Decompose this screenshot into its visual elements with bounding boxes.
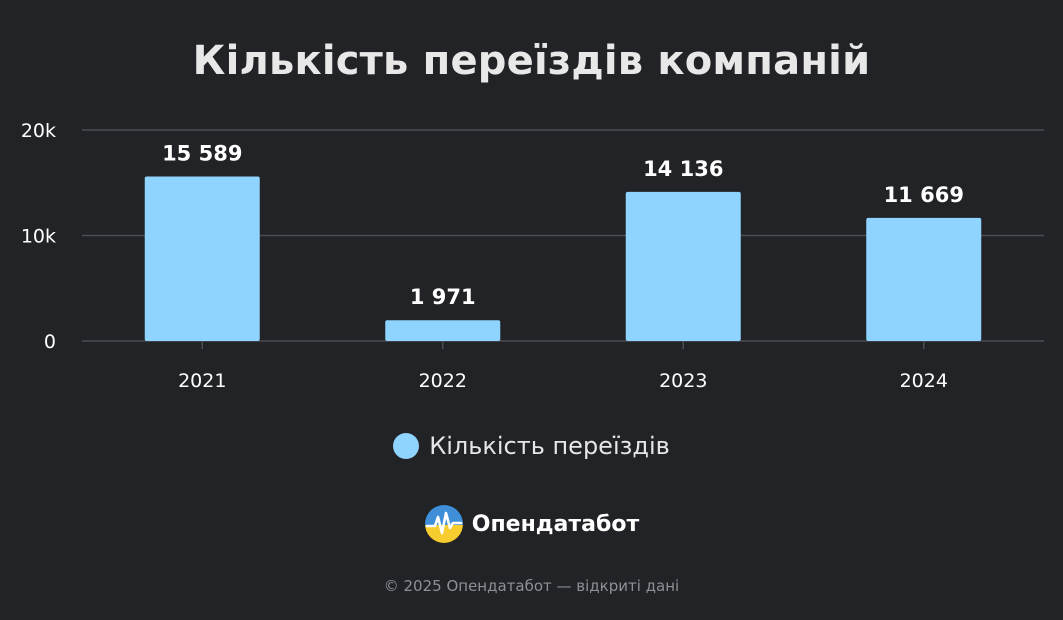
bar-chart: 0 10k 20k 15 589 2021 1 971 2022 14 136 2023 11 6…: [21, 120, 1044, 392]
legend-label[interactable]: Кількість переїздів: [429, 432, 670, 460]
bar[interactable]: [625, 191, 741, 341]
bar-data-label: 11 669: [884, 183, 964, 207]
brand: Опендатабот: [0, 504, 1063, 544]
legend-swatch: [393, 433, 420, 459]
bar-data-label: 15 589: [162, 142, 242, 166]
x-tick-label: 2021: [178, 370, 226, 392]
bar-data-label: 14 136: [643, 157, 723, 181]
bar-data-label: 1 971: [410, 285, 476, 309]
bar[interactable]: [866, 217, 982, 341]
y-tick-label: 10k: [21, 226, 56, 248]
brand-name: Опендатабот: [471, 511, 640, 537]
footer-copyright: © 2025 Опендатабот — відкриті дані: [383, 577, 680, 595]
x-tick-label: 2023: [659, 370, 707, 392]
y-tick-label: 0: [44, 331, 56, 353]
bar[interactable]: [385, 320, 501, 341]
y-tick-label: 20k: [21, 120, 56, 142]
x-tick-label: 2022: [419, 370, 467, 392]
chart-title: Кількість переїздів компаній: [192, 38, 871, 84]
x-tick-label: 2024: [900, 370, 948, 392]
legend: Кількість переїздів: [0, 432, 1063, 460]
opendatabot-logo-icon: [424, 505, 463, 543]
bar[interactable]: [144, 176, 260, 341]
